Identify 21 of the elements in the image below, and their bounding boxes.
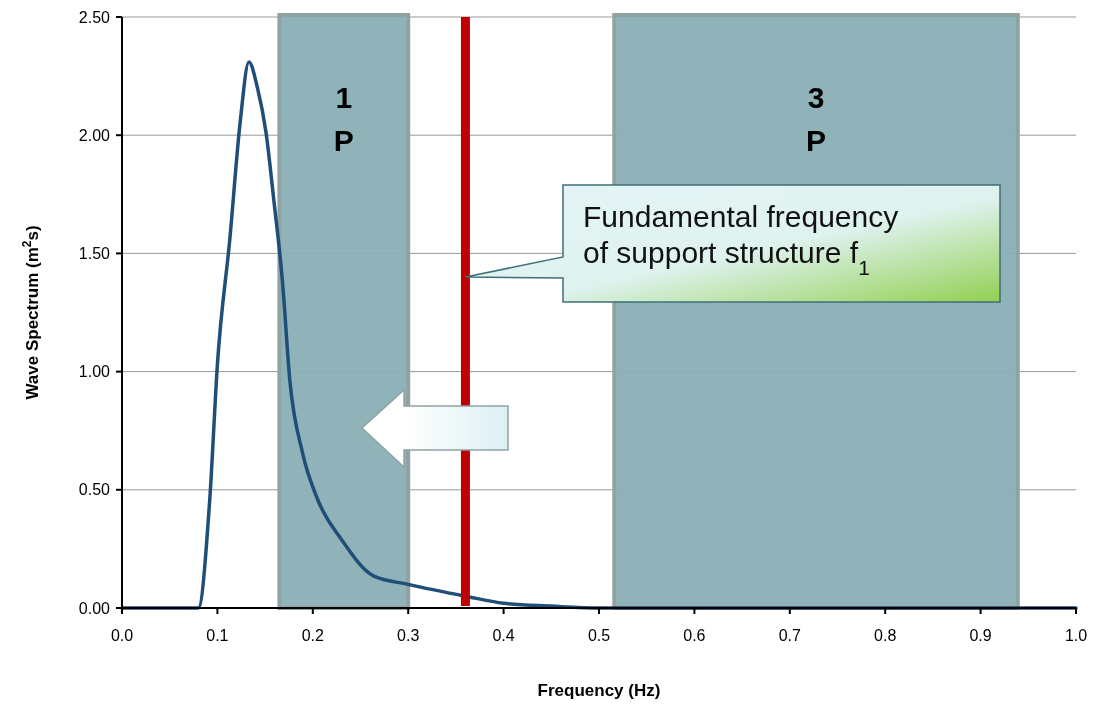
x-tick-label: 0.2 (301, 627, 325, 644)
y-tick-label: 0.50 (78, 481, 111, 499)
x-tick-label: 0.8 (874, 627, 897, 644)
y-tick-label: 2.50 (78, 8, 111, 26)
band-label: 1 P (333, 81, 354, 157)
x-tick-label: 0.9 (969, 627, 992, 644)
y-tick-label: 2.00 (78, 126, 111, 144)
x-tick-label: 0.4 (492, 627, 515, 644)
x-tick-label: 0.5 (587, 627, 611, 644)
y-tick-label: 1.50 (78, 245, 111, 262)
band-label: 3 P (806, 81, 827, 157)
x-tick-label: 0.0 (110, 627, 134, 644)
y-tick-label: 0.00 (78, 599, 111, 617)
x-axis-title: Frequency (Hz) (537, 681, 661, 700)
x-tick-label: 0.1 (206, 627, 229, 644)
x-tick-label: 1.0 (1064, 627, 1088, 644)
annotation: Fundamental frequency of support structure f$_{1}$ (583, 200, 899, 279)
x-tick-label: 0.3 (397, 627, 420, 644)
y-tick-label: 1.00 (78, 363, 111, 381)
x-tick-label: 0.7 (778, 627, 802, 644)
x-tick-label: 0.6 (683, 627, 706, 644)
